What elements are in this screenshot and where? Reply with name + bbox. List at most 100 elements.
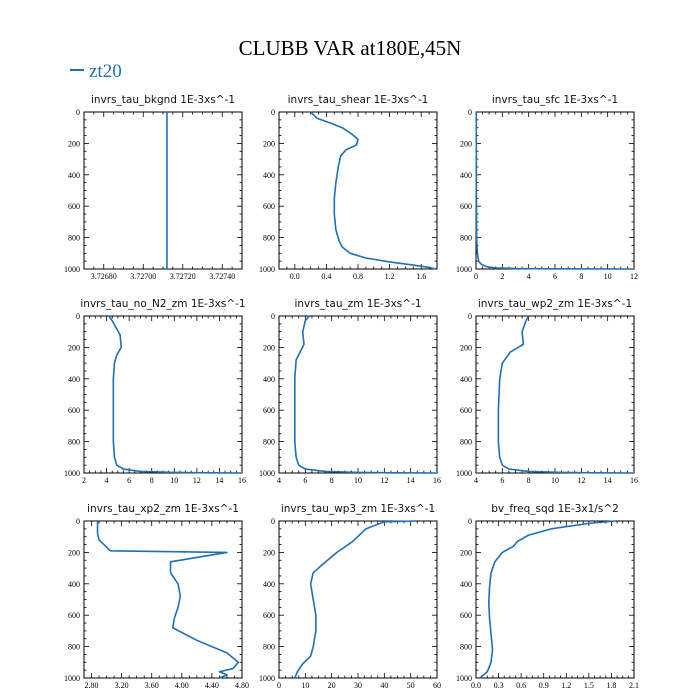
y-tick-label: 600 [263,406,275,415]
x-tick-label: 10 [551,476,559,485]
panel-3: invrs_tau_no_N2_zm 1E-3xs^-10 200 400 600 80… [64,298,246,485]
y-tick-label: 1000 [64,674,80,683]
panel-title: invrs_tau_no_N2_zm 1E-3xs^-1 [80,298,245,310]
y-tick-label: 200 [460,139,472,148]
x-tick-label: 16 [630,476,638,485]
x-tick-label: 14 [215,476,223,485]
y-tick-label: 600 [460,406,472,415]
y-tick-label: 600 [68,202,80,211]
y-tick-label: 1000 [259,469,275,478]
y-tick-label: 1000 [456,674,472,683]
y-tick-label: 1000 [259,265,275,274]
panel-title: invrs_tau_wp3_zm 1E-3xs^-1 [281,503,435,515]
x-tick-label: 6 [127,476,131,485]
panel-title: invrs_tau_bkgnd 1E-3xs^-1 [91,94,235,106]
y-tick-label: 600 [263,611,275,620]
x-tick-label: 4.80 [235,681,249,690]
x-tick-label: 3.72720 [170,272,196,281]
x-tick-label: 3.72700 [130,272,156,281]
y-tick-label: 0 [271,517,275,526]
y-tick-label: 800 [68,234,80,243]
series-line-0 [294,315,438,474]
x-tick-label: 4.40 [205,681,219,690]
y-tick-label: 400 [68,580,80,589]
x-tick-label: 3.72740 [209,272,235,281]
panel-title: invrs_tau_shear 1E-3xs^-1 [288,94,429,106]
x-tick-label: 4 [105,476,109,485]
y-tick-label: 400 [460,580,472,589]
x-tick-label: 0.8 [353,272,363,281]
x-tick-label: 14 [407,476,415,485]
y-tick-label: 800 [263,234,275,243]
panel-5: invrs_tau_wp2_zm 1E-3xs^-1 0 200 400 600 800 1… [456,298,638,485]
x-tick-label: 1.5 [584,681,594,690]
x-tick-label: 16 [433,476,441,485]
y-tick-label: 200 [263,343,275,352]
legend-label: zt20 [89,61,122,82]
x-tick-label: 12 [380,476,388,485]
x-tick-label: 1.6 [416,272,426,281]
plot-frame [83,315,243,474]
x-tick-label: 14 [604,476,612,485]
x-tick-label: 20 [328,681,336,690]
x-tick-label: 10 [354,476,362,485]
x-tick-label: 2 [82,476,86,485]
y-tick-label: 0 [271,312,275,321]
x-tick-label: 40 [380,681,388,690]
series-line-0 [475,111,635,270]
y-tick-label: 600 [460,611,472,620]
series-line-0 [294,520,416,679]
y-tick-label: 0 [468,517,472,526]
panel-title: invrs_tau_wp2_zm 1E-3xs^-1 [478,298,632,310]
y-tick-label: 800 [68,643,80,652]
y-tick-label: 0 [468,312,472,321]
panel-title: invrs_tau_sfc 1E-3xs^-1 [492,94,618,106]
y-tick-label: 800 [263,643,275,652]
x-tick-label: 0.4 [321,272,331,281]
x-tick-label: 8 [527,476,531,485]
y-tick-label: 1000 [456,265,472,274]
series-line-0 [497,315,635,474]
x-tick-label: 1.2 [385,272,395,281]
y-tick-label: 400 [460,171,472,180]
y-tick-label: 200 [460,343,472,352]
x-tick-label: 2 [500,272,504,281]
y-tick-label: 1000 [259,674,275,683]
y-tick-label: 1000 [64,265,80,274]
x-tick-label: 6 [500,476,504,485]
y-tick-label: 200 [263,548,275,557]
y-tick-label: 1000 [64,469,80,478]
panel-title: invrs_tau_zm 1E-3xs^-1 [294,298,421,310]
x-tick-label: 0.3 [494,681,504,690]
y-tick-label: 400 [68,375,80,384]
x-tick-label: 1.2 [561,681,571,690]
panel-1: invrs_tau_shear 1E-3xs^-1 0 200 400 600 800 10… [259,94,438,281]
series-line-0 [96,521,240,679]
x-tick-label: 12 [630,272,638,281]
x-tick-label: 8 [330,476,334,485]
x-tick-label: 10 [170,476,178,485]
y-tick-label: 800 [460,234,472,243]
y-tick-label: 400 [68,171,80,180]
plot-frame [475,520,635,679]
x-tick-label: 3.20 [115,681,129,690]
plot-frame [278,315,438,474]
x-tick-label: 10 [301,681,309,690]
x-tick-label: 2.1 [629,681,639,690]
panel-grid: invrs_tau_bkgnd 1E-3xs^-1020040060080010… [64,94,639,690]
plot-frame [83,111,243,270]
y-tick-label: 400 [263,375,275,384]
panel-6: invrs_tau_xp2_zm 1E-3xs^-1 0 200 400 600 800 1… [64,503,249,690]
plot-frame [278,111,438,270]
y-tick-label: 600 [68,406,80,415]
y-tick-label: 200 [68,548,80,557]
plot-frame [475,111,635,270]
x-tick-label: 4 [474,476,478,485]
y-tick-label: 200 [460,548,472,557]
x-tick-label: 4.00 [175,681,189,690]
y-tick-label: 200 [68,343,80,352]
x-tick-label: 8 [579,272,583,281]
y-tick-label: 800 [460,438,472,447]
panel-4: invrs_tau_zm 1E-3xs^-1 0 200 400 600 800 10004… [259,298,441,485]
panel-2: invrs_tau_sfc 1E-3xs^-1 0 200 400 600 800 1000… [456,94,638,281]
